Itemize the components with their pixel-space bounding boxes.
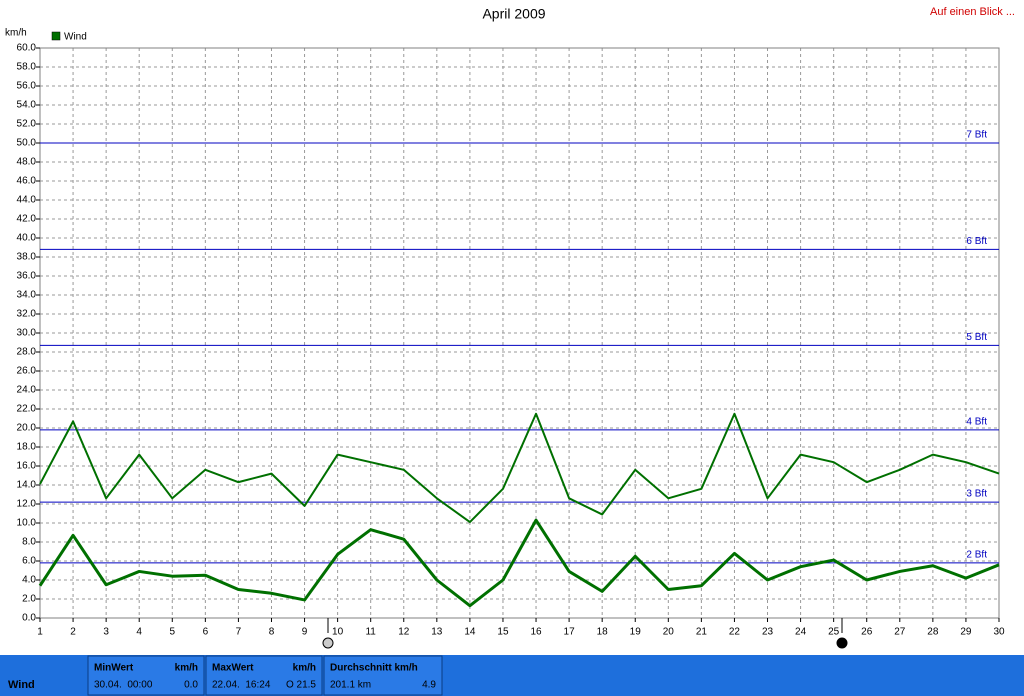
x-tick-label: 27 <box>894 627 906 638</box>
x-tick-label: 8 <box>269 627 275 638</box>
beaufort-label: 7 Bft <box>966 130 987 141</box>
x-tick-label: 1 <box>37 627 43 638</box>
y-tick-label: 14.0 <box>17 480 37 491</box>
summary-title: Durchschnitt km/h <box>330 663 418 674</box>
y-tick-label: 48.0 <box>17 157 37 168</box>
y-tick-label: 52.0 <box>17 119 37 130</box>
x-tick-label: 9 <box>302 627 308 638</box>
summary-time: 30.04. 00:00 <box>94 680 153 691</box>
wind-line <box>38 518 1000 608</box>
y-tick-label: 54.0 <box>17 100 37 111</box>
y-tick-label: 38.0 <box>17 252 37 263</box>
new-moon-icon <box>836 637 848 649</box>
x-tick-label: 6 <box>203 627 209 638</box>
x-tick-label: 21 <box>696 627 708 638</box>
x-tick-label: 19 <box>630 627 642 638</box>
x-tick-label: 23 <box>762 627 774 638</box>
summary-box <box>323 655 443 696</box>
summary-unit: km/h <box>293 663 316 674</box>
x-tick-label: 7 <box>236 627 242 638</box>
y-tick-label: 10.0 <box>17 518 37 529</box>
y-tick-label: 44.0 <box>17 195 37 206</box>
overview-link[interactable]: Auf einen Blick ... <box>930 6 1015 18</box>
summary-title: MaxWert <box>212 663 254 674</box>
wind-line <box>39 412 1000 524</box>
x-tick-label: 5 <box>169 627 175 638</box>
summary-title: MinWert <box>94 663 134 674</box>
x-tick-label: 25 <box>828 627 840 638</box>
summary-value: 0.0 <box>184 680 198 691</box>
full-moon-icon <box>322 637 334 649</box>
beaufort-label: 2 Bft <box>966 550 987 561</box>
y-tick-label: 4.0 <box>22 575 36 586</box>
y-tick-label: 20.0 <box>17 423 37 434</box>
y-tick-label: 34.0 <box>17 290 37 301</box>
summary-unit: km/h <box>175 663 198 674</box>
x-tick-label: 15 <box>497 627 509 638</box>
summary-time: 201.1 km <box>330 680 371 691</box>
x-tick-label: 22 <box>729 627 741 638</box>
x-tick-label: 12 <box>398 627 410 638</box>
y-tick-label: 8.0 <box>22 537 36 548</box>
x-tick-label: 30 <box>993 627 1005 638</box>
y-tick-label: 18.0 <box>17 442 37 453</box>
summary-box <box>205 655 323 696</box>
beaufort-label: 3 Bft <box>966 489 987 500</box>
x-tick-label: 4 <box>136 627 142 638</box>
summary-label: Wind <box>8 679 35 691</box>
x-tick-label: 10 <box>332 627 344 638</box>
y-tick-label: 36.0 <box>17 271 37 282</box>
y-tick-label: 42.0 <box>17 214 37 225</box>
x-tick-label: 16 <box>530 627 542 638</box>
y-tick-label: 60.0 <box>17 43 37 54</box>
legend-swatch <box>51 31 61 41</box>
y-tick-label: 58.0 <box>17 62 37 73</box>
summary-value: O 21.5 <box>286 680 316 691</box>
x-tick-label: 20 <box>663 627 675 638</box>
y-axis-label: km/h <box>5 28 27 39</box>
x-tick-label: 28 <box>927 627 939 638</box>
y-tick-label: 26.0 <box>17 366 37 377</box>
x-tick-label: 11 <box>365 627 376 638</box>
x-tick-label: 18 <box>597 627 609 638</box>
x-tick-label: 2 <box>70 627 76 638</box>
y-tick-label: 6.0 <box>22 556 36 567</box>
y-tick-label: 56.0 <box>17 81 37 92</box>
y-tick-label: 12.0 <box>17 499 37 510</box>
y-tick-label: 0.0 <box>22 613 36 624</box>
summary-panel: Wind MinWert km/h 30.04. 00:00 0.0 MaxWert km… <box>0 655 1024 696</box>
y-tick-label: 40.0 <box>17 233 37 244</box>
x-tick-label: 13 <box>431 627 443 638</box>
y-tick-label: 2.0 <box>22 594 36 605</box>
y-tick-label: 50.0 <box>17 138 37 149</box>
x-tick-label: 29 <box>960 627 972 638</box>
beaufort-label: 4 Bft <box>966 417 987 428</box>
plot-frame <box>39 47 1000 619</box>
y-tick-label: 32.0 <box>17 309 37 320</box>
y-tick-label: 30.0 <box>17 328 37 339</box>
x-tick-label: 26 <box>861 627 873 638</box>
x-tick-label: 14 <box>464 627 476 638</box>
x-tick-label: 24 <box>795 627 807 638</box>
y-tick-label: 46.0 <box>17 176 37 187</box>
x-tick-label: 17 <box>564 627 576 638</box>
beaufort-label: 6 Bft <box>966 236 987 247</box>
chart-title: April 2009 <box>482 6 545 22</box>
y-tick-label: 22.0 <box>17 404 37 415</box>
x-tick-label: 3 <box>103 627 109 638</box>
summary-time: 22.04. 16:24 <box>212 680 271 691</box>
y-tick-label: 28.0 <box>17 347 37 358</box>
legend-label: Wind <box>64 32 87 43</box>
y-tick-label: 24.0 <box>17 385 37 396</box>
beaufort-label: 5 Bft <box>966 332 987 343</box>
summary-box <box>87 655 205 696</box>
y-tick-label: 16.0 <box>17 461 37 472</box>
summary-value: 4.9 <box>422 680 436 691</box>
